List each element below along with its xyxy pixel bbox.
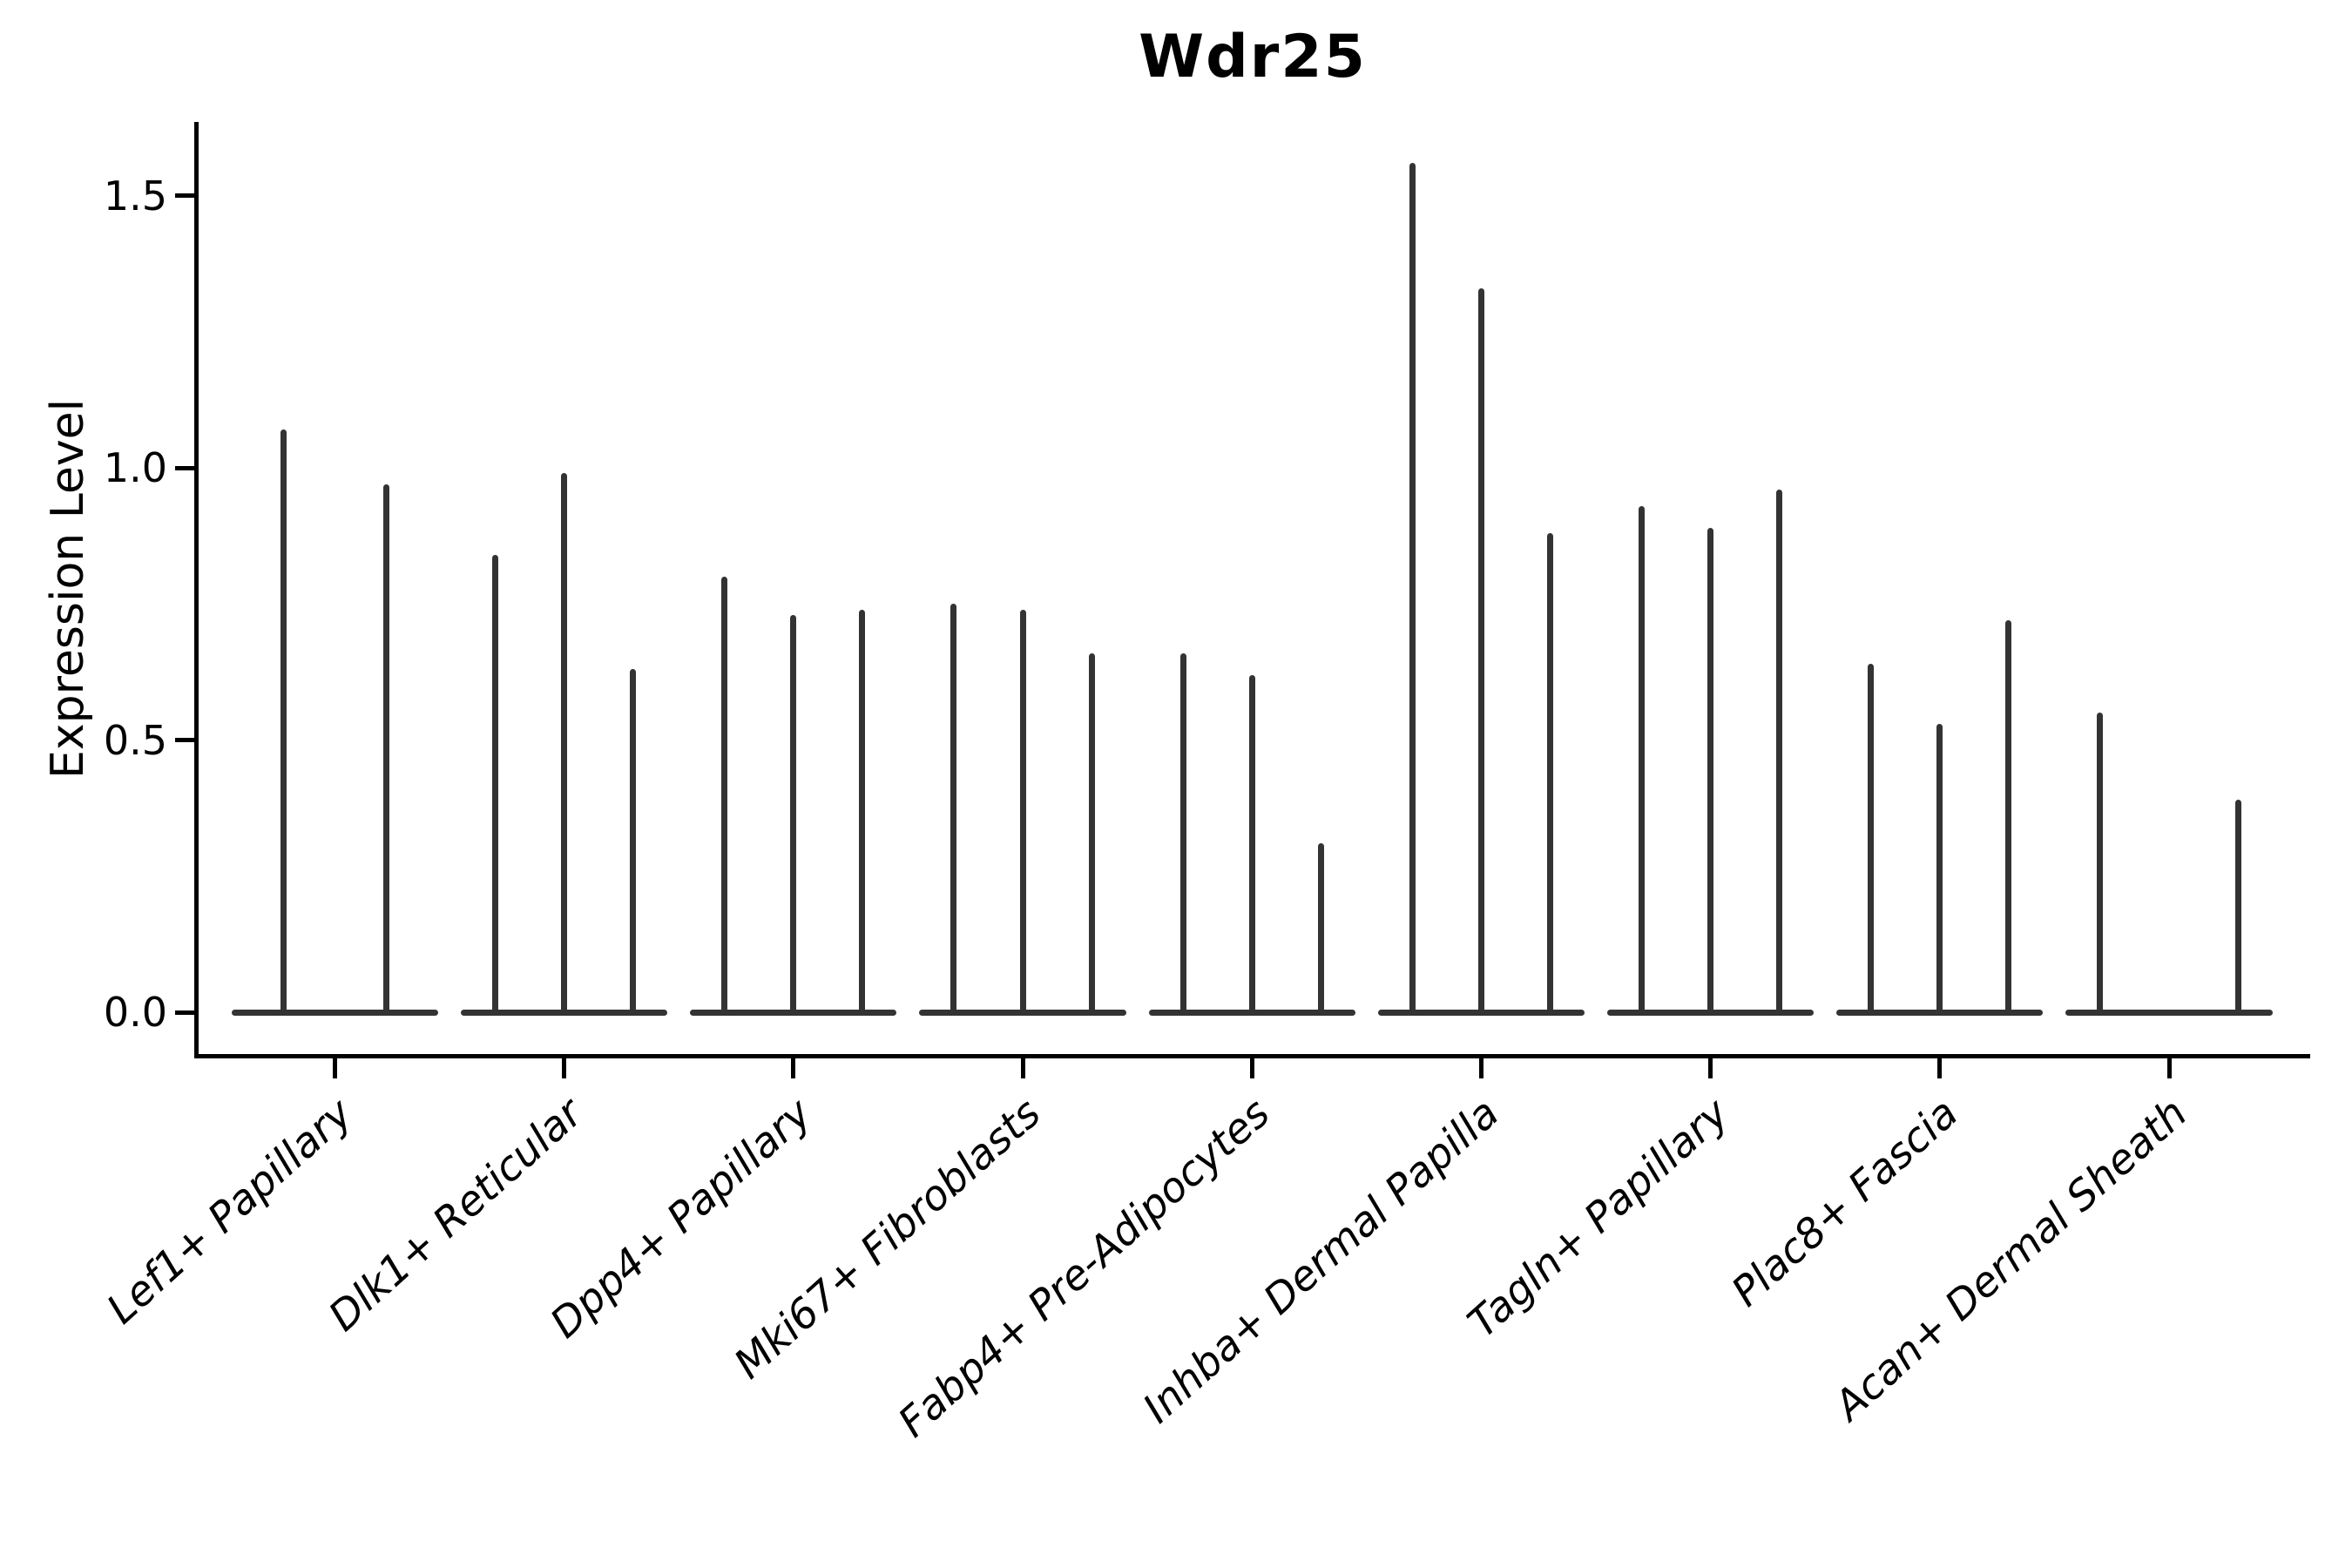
x-axis-tick-label: Fabp4+ Pre-Adipocytes xyxy=(889,1089,1280,1447)
x-axis-tick xyxy=(791,1058,796,1078)
x-axis-tick-label: Lef1+ Papillary xyxy=(98,1089,362,1334)
y-axis-tick xyxy=(175,193,195,198)
x-axis-tick-label: Plac8+ Fascia xyxy=(1722,1089,1968,1316)
x-axis-tick xyxy=(332,1058,337,1078)
violin-spike xyxy=(383,483,390,1015)
violin-spike xyxy=(2005,620,2012,1015)
violin-spike xyxy=(1179,652,1186,1015)
x-axis-tick xyxy=(1020,1058,1025,1078)
violin-spike xyxy=(1248,674,1255,1015)
y-axis-tick-label: 0.5 xyxy=(103,716,167,764)
x-axis-tick xyxy=(562,1058,567,1078)
violin-spike xyxy=(1776,490,1783,1015)
y-axis-tick-label: 0.0 xyxy=(103,989,167,1036)
x-axis-spine xyxy=(194,1054,2310,1058)
y-axis-tick-label: 1.0 xyxy=(103,444,167,491)
violin-spike xyxy=(1868,664,1875,1015)
violin-spike xyxy=(1477,287,1484,1015)
violin-spike xyxy=(721,577,728,1015)
violin-spike xyxy=(492,555,499,1015)
violin-spike xyxy=(2234,800,2241,1015)
violin-spike xyxy=(2097,713,2104,1015)
violin-spike xyxy=(280,429,287,1015)
violin-spike xyxy=(790,614,797,1015)
y-axis-tick xyxy=(175,738,195,742)
y-axis-spine xyxy=(194,122,199,1058)
violin-spike xyxy=(1019,609,1026,1015)
violin-spike xyxy=(950,604,957,1015)
x-axis-tick xyxy=(2166,1058,2172,1078)
chart-title: Wdr25 xyxy=(1139,23,1367,91)
violin-spike xyxy=(630,669,637,1015)
violin-baseline xyxy=(231,1009,438,1016)
y-axis-tick xyxy=(175,1010,195,1015)
violin-spike xyxy=(561,473,568,1015)
violin-spike xyxy=(859,609,866,1015)
x-axis-tick xyxy=(1708,1058,1713,1078)
violin-spike xyxy=(1639,505,1646,1015)
y-axis-tick xyxy=(175,465,195,470)
violin-spike xyxy=(1409,163,1416,1015)
violin-spike xyxy=(1936,723,1943,1015)
violin-spike xyxy=(1317,843,1324,1015)
x-axis-tick xyxy=(1937,1058,1943,1078)
x-axis-tick xyxy=(1249,1058,1254,1078)
violin-spike xyxy=(1707,527,1714,1015)
x-axis-tick xyxy=(1478,1058,1484,1078)
y-axis-tick-label: 1.5 xyxy=(103,172,167,220)
violin-spike xyxy=(1088,652,1095,1015)
violin-baseline xyxy=(2065,1009,2273,1016)
violin-spike xyxy=(1546,533,1553,1015)
